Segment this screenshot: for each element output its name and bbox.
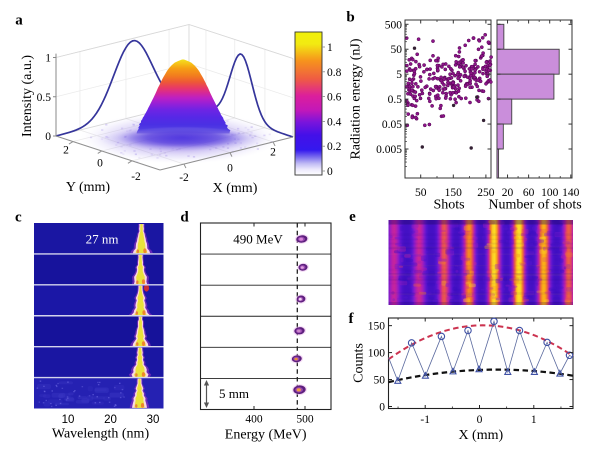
svg-text:Radiation energy (nJ): Radiation energy (nJ) xyxy=(349,38,364,159)
svg-text:0.6: 0.6 xyxy=(327,92,342,104)
svg-text:50: 50 xyxy=(391,44,403,56)
svg-text:0.2: 0.2 xyxy=(327,141,342,153)
svg-text:Wavelength (nm): Wavelength (nm) xyxy=(52,427,150,442)
svg-text:-2: -2 xyxy=(179,172,189,184)
svg-text:250: 250 xyxy=(477,187,495,199)
svg-text:X (mm): X (mm) xyxy=(213,181,258,196)
svg-text:-2: -2 xyxy=(131,171,141,183)
svg-text:10: 10 xyxy=(62,414,75,426)
svg-text:Y (mm): Y (mm) xyxy=(66,180,111,195)
svg-text:20: 20 xyxy=(104,414,117,426)
svg-text:0: 0 xyxy=(227,163,233,175)
svg-text:60: 60 xyxy=(523,187,535,199)
svg-text:0.4: 0.4 xyxy=(327,116,342,128)
svg-text:0.005: 0.005 xyxy=(376,144,402,156)
svg-text:2: 2 xyxy=(63,145,69,157)
svg-text:1: 1 xyxy=(327,42,333,54)
svg-text:Counts: Counts xyxy=(352,343,367,383)
svg-text:0: 0 xyxy=(45,131,51,143)
svg-text:0.5: 0.5 xyxy=(37,92,52,104)
svg-text:0: 0 xyxy=(97,158,103,170)
svg-text:50: 50 xyxy=(374,375,386,387)
svg-text:50: 50 xyxy=(415,187,427,199)
svg-text:150: 150 xyxy=(368,321,386,333)
svg-text:c: c xyxy=(15,210,22,226)
svg-text:140: 140 xyxy=(562,187,580,199)
svg-text:100: 100 xyxy=(368,348,386,360)
svg-text:5: 5 xyxy=(396,69,402,81)
svg-text:20: 20 xyxy=(502,187,514,199)
svg-text:b: b xyxy=(346,10,354,26)
svg-text:400: 400 xyxy=(245,413,263,425)
svg-text:500: 500 xyxy=(385,19,403,31)
svg-text:1: 1 xyxy=(531,414,537,426)
svg-text:e: e xyxy=(349,209,356,225)
svg-text:Intensity (a.u.): Intensity (a.u.) xyxy=(20,55,35,137)
svg-text:X (mm): X (mm) xyxy=(458,428,503,443)
svg-text:0: 0 xyxy=(477,414,483,426)
svg-text:0: 0 xyxy=(379,402,385,414)
svg-text:27 nm: 27 nm xyxy=(86,232,119,247)
svg-text:500: 500 xyxy=(296,413,314,425)
svg-text:490 MeV: 490 MeV xyxy=(233,232,283,247)
svg-text:30: 30 xyxy=(147,414,160,426)
svg-text:100: 100 xyxy=(541,187,559,199)
svg-text:d: d xyxy=(180,210,189,226)
svg-text:1: 1 xyxy=(45,53,51,65)
svg-text:0.5: 0.5 xyxy=(388,94,403,106)
svg-text:0.05: 0.05 xyxy=(382,119,402,131)
svg-text:150: 150 xyxy=(445,187,463,199)
svg-text:5 mm: 5 mm xyxy=(219,386,249,401)
svg-text:f: f xyxy=(349,311,355,327)
svg-text:-1: -1 xyxy=(420,414,430,426)
svg-text:2: 2 xyxy=(270,147,276,159)
svg-text:a: a xyxy=(15,13,23,29)
svg-text:Energy (MeV): Energy (MeV) xyxy=(225,428,307,443)
svg-text:Number of shots: Number of shots xyxy=(488,198,581,213)
svg-text:Shots: Shots xyxy=(433,198,464,213)
svg-text:0.8: 0.8 xyxy=(327,67,342,79)
svg-text:0: 0 xyxy=(327,166,333,178)
